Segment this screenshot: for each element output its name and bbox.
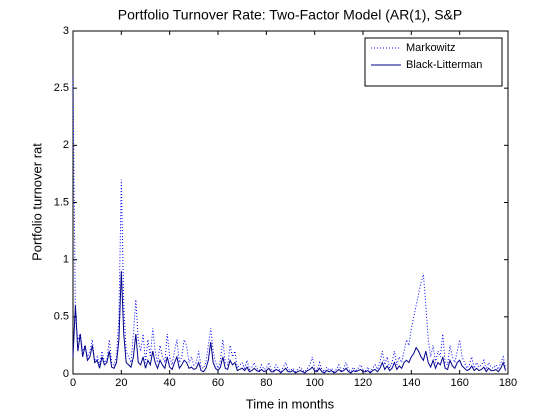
- x-tick-label: 120: [354, 377, 372, 389]
- y-tick-label: 2: [63, 139, 69, 151]
- y-axis-label: Portfolio turnover rat: [29, 143, 44, 261]
- x-tick-label: 140: [402, 377, 420, 389]
- y-tick-label: 3: [63, 25, 69, 37]
- y-tick-label: 1: [63, 254, 69, 266]
- plot-area: [72, 30, 509, 375]
- chart-title: Portfolio Turnover Rate: Two-Factor Mode…: [118, 7, 462, 23]
- x-axis-label: Time in months: [246, 396, 335, 411]
- x-tick-label: 180: [499, 377, 517, 389]
- series-line: [72, 271, 507, 374]
- y-tick-label: 0.5: [54, 311, 69, 323]
- x-tick-label: 20: [115, 377, 127, 389]
- y-tick-label: 0: [63, 368, 69, 380]
- x-tick-label: 80: [260, 377, 272, 389]
- x-tick-label: 160: [450, 377, 468, 389]
- y-tick-label: 2.5: [54, 82, 69, 94]
- x-tick-label: 100: [305, 377, 323, 389]
- y-tick-label: 1.5: [54, 196, 69, 208]
- x-tick-label: 60: [212, 377, 224, 389]
- legend-label: Markowitz: [406, 42, 456, 54]
- series-line: [72, 76, 507, 373]
- x-tick-label: 0: [70, 377, 76, 389]
- x-tick-label: 40: [164, 377, 176, 389]
- legend-box: [364, 37, 503, 87]
- legend-label: Black-Litterman: [406, 59, 482, 71]
